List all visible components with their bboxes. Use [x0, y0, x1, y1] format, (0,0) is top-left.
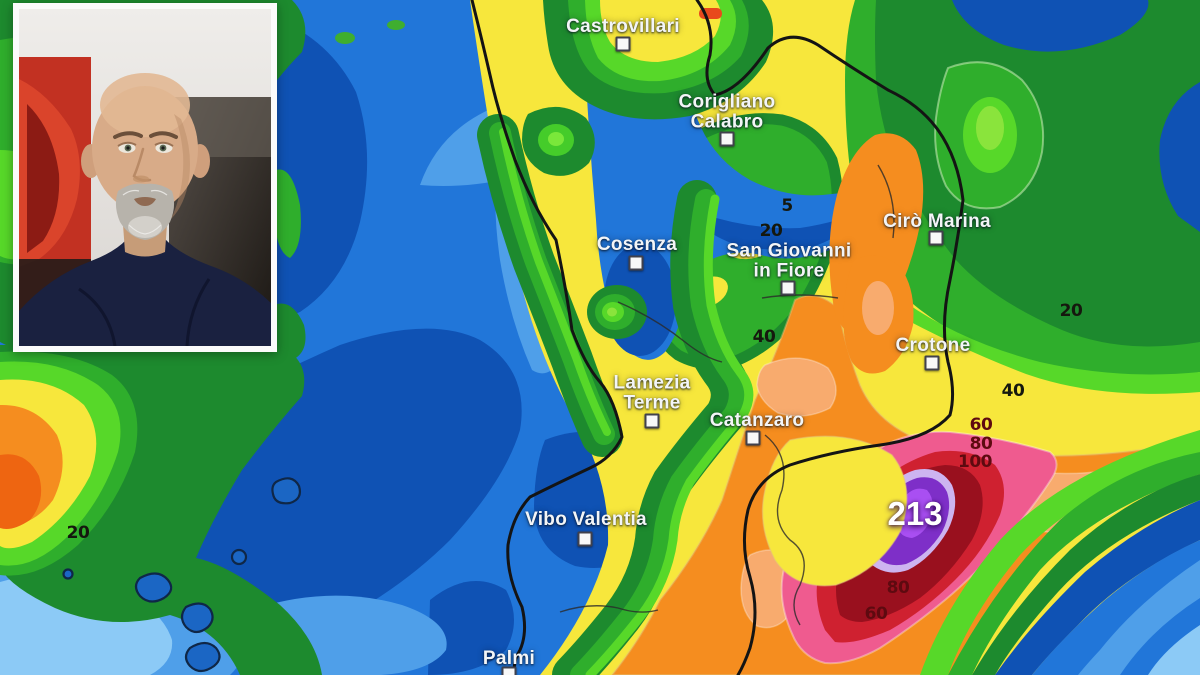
- contour-label-60-b: 60: [864, 604, 888, 624]
- city-label-vibo-valentia: Vibo Valentia: [525, 509, 647, 531]
- city-marker-vibo-valentia: [577, 531, 593, 547]
- coastal-green-bands: [477, 114, 754, 675]
- contour-label-20-c: 20: [66, 523, 90, 543]
- contour-label-80-a: 80: [969, 434, 993, 454]
- contour-label-40-b: 40: [1001, 381, 1025, 401]
- presenter-photo: [13, 3, 277, 352]
- peak-rainfall-value: 213: [887, 495, 943, 532]
- city-marker-lamezia-terme: [644, 413, 660, 429]
- city-label-san-giovanni-in-fiore: San Giovanni in Fiore: [726, 240, 852, 281]
- city-marker-catanzaro: [745, 430, 761, 446]
- contour-label-20-b: 20: [1059, 301, 1083, 321]
- contour-label-20-a: 20: [759, 221, 783, 241]
- admin-boundaries: [559, 164, 895, 626]
- city-label-castrovillari: Castrovillari: [566, 16, 680, 38]
- contour-label-60-a: 60: [969, 415, 993, 435]
- contour-label-80-b: 80: [886, 578, 910, 598]
- city-marker-cosenza: [628, 255, 644, 271]
- city-label-palmi: Palmi: [482, 648, 536, 670]
- portrait-illustration: [19, 9, 271, 346]
- city-label-ciro-marina: Cirò Marina: [883, 211, 991, 233]
- city-marker-corigliano-calabro: [719, 131, 735, 147]
- city-marker-crotone: [924, 355, 940, 371]
- city-marker-ciro-marina: [928, 230, 944, 246]
- city-marker-san-giovanni-in-fiore: [780, 280, 796, 296]
- castrovillari-rain-cell: [335, 0, 774, 176]
- contour-label-100: 100: [958, 452, 993, 472]
- contour-label-5: 5: [781, 196, 793, 216]
- portrait-man: [19, 73, 271, 346]
- city-label-lamezia-terme: Lamezia Terme: [613, 372, 691, 413]
- aeolian-islands: [62, 477, 302, 673]
- city-label-crotone: Crotone: [895, 335, 971, 357]
- city-label-corigliano-calabro: Corigliano Calabro: [678, 91, 776, 132]
- northeast-rain-area: [845, 0, 1200, 394]
- city-marker-castrovillari: [615, 36, 631, 52]
- city-label-catanzaro: Catanzaro: [709, 410, 805, 432]
- city-marker-palmi: [501, 666, 517, 675]
- city-label-cosenza: Cosenza: [596, 234, 678, 256]
- contour-label-40-a: 40: [752, 327, 776, 347]
- coastline: [470, 0, 965, 675]
- southeast-corner-bands: [920, 430, 1200, 675]
- valley-low-rain-tongue: [585, 58, 872, 360]
